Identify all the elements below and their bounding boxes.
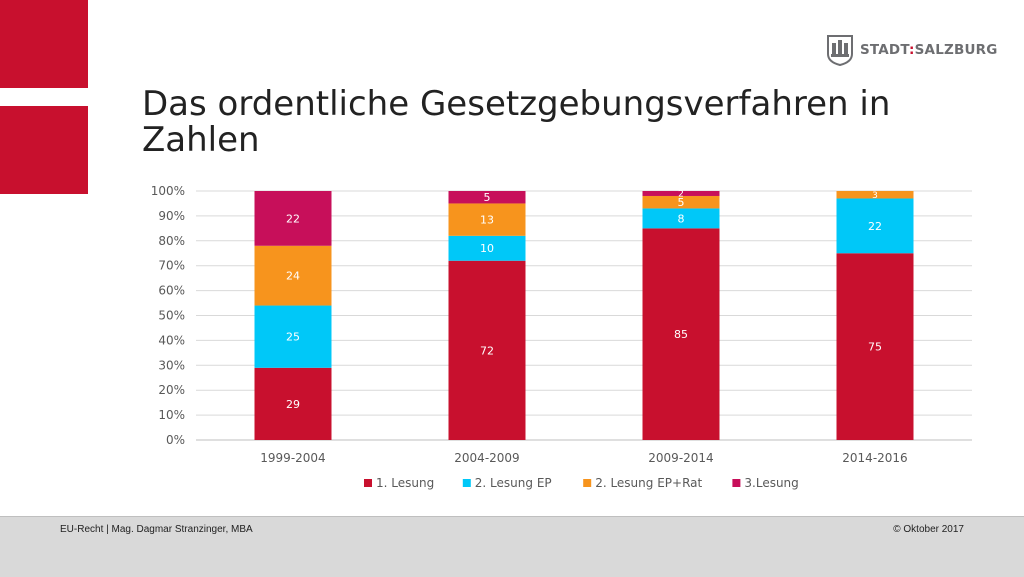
data-label: 8 [678,212,685,225]
data-label: 85 [674,328,688,341]
data-label: 5 [678,196,685,209]
stadt-salzburg-logo: STADT:SALZBURG [826,34,998,66]
logo-wordmark: STADT:SALZBURG [860,42,998,58]
legend-swatch [364,479,372,487]
footer-bar [0,516,1024,577]
y-tick-label: 10% [158,408,185,422]
data-label: 29 [286,398,300,411]
bar-segment [448,191,526,204]
bar-segment [836,198,914,254]
bar-segment [642,191,720,196]
x-tick-label: 2004-2009 [454,451,519,465]
bar-segment [448,203,526,236]
logo-text-right: SALZBURG [914,42,998,58]
y-tick-label: 0% [166,433,185,447]
castle-crest-icon [827,35,853,66]
x-tick-label: 2014-2016 [842,451,907,465]
y-tick-label: 90% [158,209,185,223]
logo-separator: : [909,42,915,58]
footer-author: EU-Recht | Mag. Dagmar Stranzinger, MBA [60,524,253,535]
bar-segment [254,245,332,306]
y-tick-label: 20% [158,383,185,397]
y-tick-label: 70% [158,259,185,273]
legend-label: 3.Lesung [744,476,798,490]
legend-label: 1. Lesung [376,476,434,490]
data-label: 2 [678,190,684,200]
bar-segment [254,305,332,368]
legend-swatch [462,479,471,487]
footer-date: © Oktober 2017 [893,524,964,535]
bar-segment [836,191,914,199]
bar-segment [254,191,332,246]
data-label: 25 [286,331,300,344]
x-tick-label: 1999-2004 [260,451,325,465]
y-tick-label: 50% [158,309,185,323]
data-label: 22 [868,220,882,233]
x-tick-label: 2009-2014 [648,451,713,465]
data-label: 72 [480,344,494,357]
data-label: 75 [868,341,882,354]
bar-segment [254,367,332,440]
bar-segment [836,253,914,440]
y-tick-label: 30% [158,358,185,372]
stacked-bar-chart: 0%10%20%30%40%50%60%70%80%90%100%2925242… [151,184,972,490]
data-label: 3 [872,191,878,201]
data-label: 24 [286,270,300,283]
data-label: 5 [484,191,491,204]
data-label: 13 [480,214,494,227]
y-tick-label: 40% [158,333,185,347]
y-tick-label: 100% [151,184,185,198]
data-label: 22 [286,212,300,225]
slide-title: Das ordentliche Gesetzgebungsverfahren i… [142,84,891,160]
logo-text-left: STADT [860,42,910,58]
bar-segment [448,235,526,261]
decorative-red-square-top [0,0,88,88]
legend-swatch [583,479,592,487]
decorative-red-square-bottom [0,106,88,194]
bar-segment [448,260,526,440]
y-tick-label: 80% [158,234,185,248]
legend-swatch [732,479,741,487]
legend-label: 2. Lesung EP+Rat [595,476,702,490]
data-label: 10 [480,242,494,255]
bar-segment [642,228,720,440]
legend-label: 2. Lesung EP [475,476,552,490]
y-tick-label: 60% [158,284,185,298]
bar-segment [642,195,720,209]
bar-segment [642,208,720,229]
